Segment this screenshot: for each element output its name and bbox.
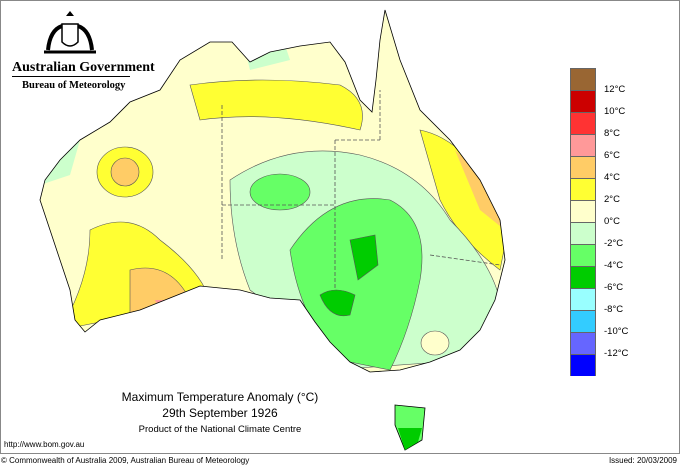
legend-label: 4°C: [604, 172, 620, 183]
divider: [12, 76, 130, 77]
legend-label: 10°C: [604, 106, 626, 117]
legend-label: 6°C: [604, 150, 620, 161]
legend-label: 0°C: [604, 216, 620, 227]
legend-swatch: [570, 112, 596, 134]
legend-swatch: [570, 354, 596, 376]
legend-swatch: [570, 310, 596, 332]
website-link[interactable]: http://www.bom.gov.au: [4, 440, 85, 449]
legend-swatch: [570, 90, 596, 112]
legend-swatch: [570, 178, 596, 200]
map-title: Maximum Temperature Anomaly (°C): [121, 390, 319, 404]
legend-label: -4°C: [604, 260, 624, 271]
legend-swatch: [570, 200, 596, 222]
legend-label: 8°C: [604, 128, 620, 139]
legend-swatch: [570, 68, 596, 90]
legend-swatch: [570, 222, 596, 244]
legend-swatch: [570, 156, 596, 178]
legend-swatch: [570, 134, 596, 156]
map-date: 29th September 1926: [162, 406, 278, 420]
legend-label: -6°C: [604, 282, 624, 293]
coat-of-arms-logo: [44, 11, 96, 54]
legend-swatch: [570, 244, 596, 266]
bureau-title: Bureau of Meteorology: [22, 80, 126, 91]
legend-swatch: [570, 288, 596, 310]
legend-label: -10°C: [604, 326, 629, 337]
legend-swatch: [570, 332, 596, 354]
legend-label: 2°C: [604, 194, 620, 205]
legend-label: 12°C: [604, 84, 626, 95]
legend-label: -12°C: [604, 348, 629, 359]
color-legend: 12°C 10°C 8°C 6°C 4°C 2°C 0°C -2°C -4°C -6°C -8°C -…: [570, 68, 628, 376]
issued-date: Issued: 20/03/2009: [608, 456, 677, 465]
map-product: Product of the National Climate Centre: [138, 424, 302, 435]
copyright: © Commonwealth of Australia 2009, Austra…: [1, 456, 250, 465]
legend-swatch: [570, 266, 596, 288]
government-title: Australian Government: [12, 60, 155, 75]
australia-map: [39, 9, 506, 451]
legend-label: -8°C: [604, 304, 624, 315]
legend-label: -2°C: [604, 238, 624, 249]
